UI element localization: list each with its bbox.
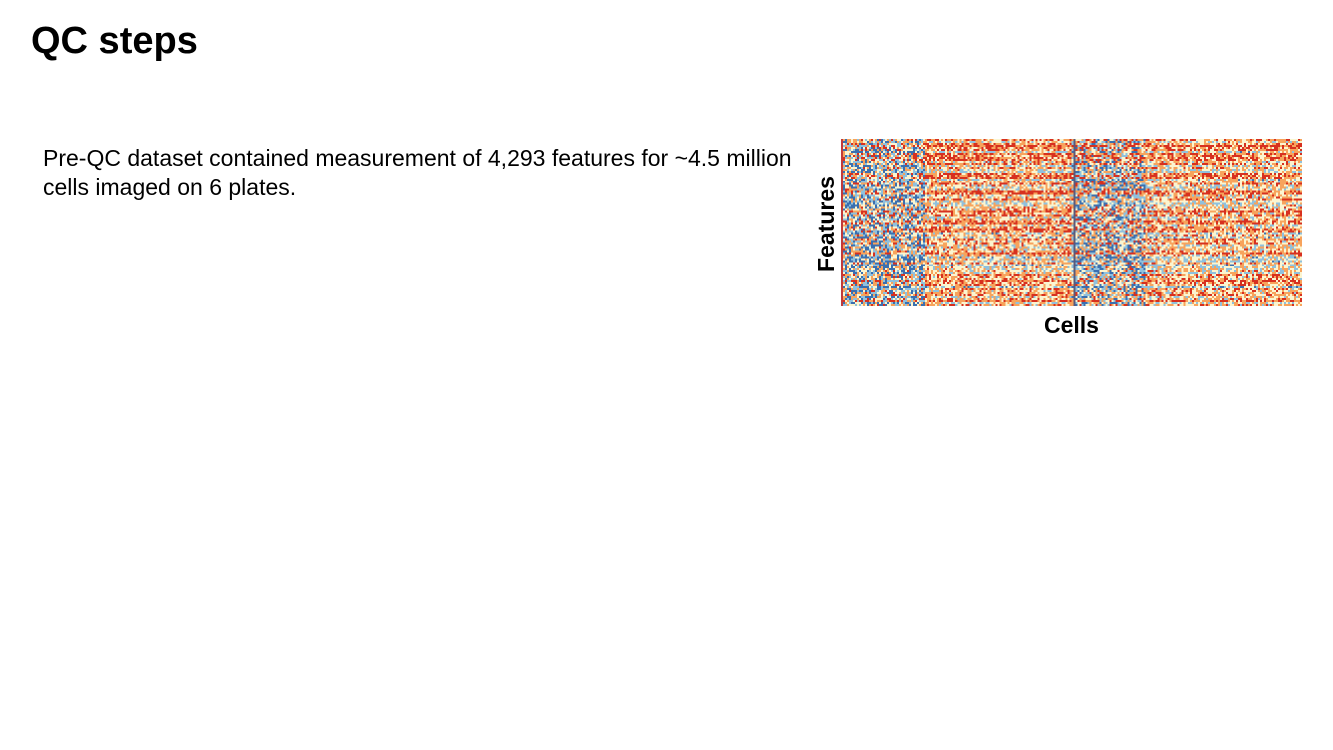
x-axis-label: Cells — [1044, 312, 1099, 338]
heatmap-plot — [841, 139, 1302, 306]
slide-title: QC steps — [31, 20, 198, 62]
y-axis-label: Features — [813, 176, 839, 272]
heatmap-figure: Features Cells — [806, 132, 1311, 347]
body-text: Pre-QC dataset contained measurement of … — [43, 145, 792, 200]
